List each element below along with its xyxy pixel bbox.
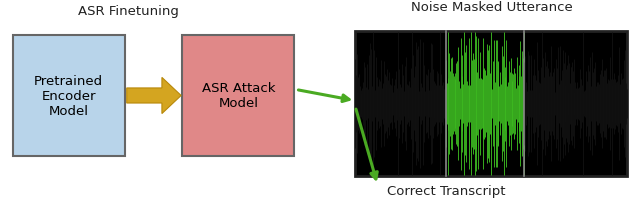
FancyBboxPatch shape [182, 36, 294, 156]
FancyBboxPatch shape [355, 32, 627, 176]
Polygon shape [127, 78, 181, 114]
Text: Pretrained
Encoder
Model: Pretrained Encoder Model [34, 75, 104, 117]
Text: ASR Finetuning: ASR Finetuning [77, 5, 179, 17]
FancyBboxPatch shape [13, 36, 125, 156]
Text: Correct Transcript: Correct Transcript [387, 185, 506, 197]
Text: Noise Masked Utterance: Noise Masked Utterance [411, 1, 572, 13]
Text: ASR Attack
Model: ASR Attack Model [202, 82, 275, 110]
